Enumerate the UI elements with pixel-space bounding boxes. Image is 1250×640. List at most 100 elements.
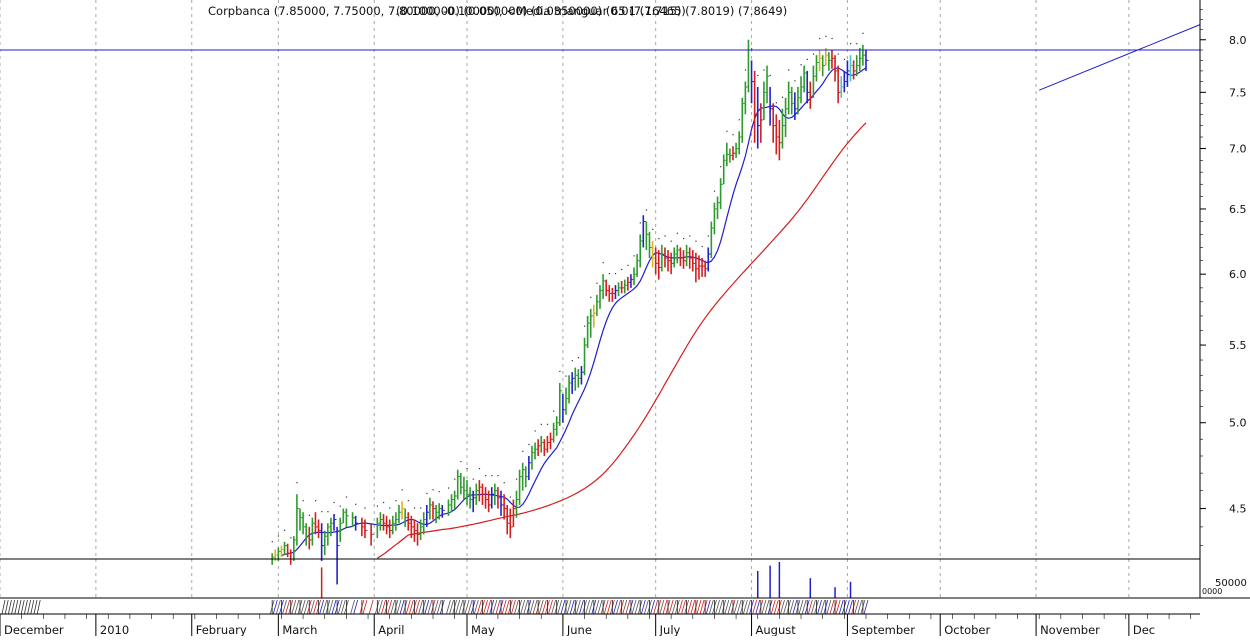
volume-hatch: [848, 599, 853, 615]
stop-dot: [546, 423, 549, 425]
price-tick-label: 5.5: [1229, 339, 1247, 352]
month-label: 2010: [100, 623, 129, 636]
parabolic-dots: [271, 32, 864, 543]
volume-hatch: [699, 599, 705, 615]
stop-dot: [843, 58, 846, 60]
volume-hatch: [408, 599, 414, 615]
volume-hatch: [405, 599, 411, 615]
stop-dot: [775, 102, 777, 104]
price-tick-label: 4.5: [1229, 503, 1247, 516]
volume-hatch: [17, 599, 22, 615]
volume-hatch: [835, 599, 841, 615]
volume-tick-label: 0000: [1202, 587, 1222, 596]
volume-hatch: [446, 599, 451, 615]
volume-hatch: [427, 599, 433, 615]
volume-hatch: [275, 599, 281, 615]
volume-hatch: [455, 599, 461, 615]
stop-dot: [401, 489, 403, 491]
volume-hatch: [650, 599, 655, 615]
volume-hatch: [634, 599, 640, 615]
stop-dot: [683, 237, 685, 240]
month-label: May: [471, 623, 495, 636]
stop-dot: [540, 423, 542, 425]
volume-hatch: [300, 599, 306, 615]
stop-dot: [831, 37, 833, 40]
stop-dot: [602, 262, 604, 264]
volume-hatch: [449, 599, 454, 615]
stop-dot: [376, 505, 379, 507]
volume-hatch: [742, 599, 748, 615]
stop-dot: [862, 32, 864, 34]
stop-dot: [577, 356, 580, 359]
volume-hatch: [541, 599, 547, 615]
volume-hatch: [631, 599, 637, 615]
stop-dot: [819, 37, 821, 40]
volume-hatch: [27, 599, 31, 615]
stop-dot: [333, 501, 335, 504]
volume-hatch: [33, 599, 38, 615]
stop-dot: [420, 507, 422, 509]
price-tick-label: 5.0: [1229, 417, 1247, 430]
stop-dot: [559, 370, 561, 373]
volume-hatch: [659, 599, 665, 615]
stop-dot: [407, 500, 409, 502]
volume-hatch: [705, 599, 711, 615]
stop-dot: [701, 245, 703, 248]
support-trendline: [1038, 24, 1201, 91]
volume-hatch: [662, 599, 668, 615]
volume-hatch: [436, 599, 442, 615]
volume-hatch: [350, 599, 355, 615]
ma-short-path: [281, 67, 867, 557]
volume-hatched-bars: [0, 599, 1200, 615]
stop-dot: [713, 190, 716, 192]
month-label: November: [1040, 623, 1100, 636]
volume-hatch: [575, 599, 581, 615]
volume-hatch: [511, 599, 516, 615]
volume-hatch: [467, 599, 473, 615]
volume-hatch: [569, 599, 575, 615]
volume-hatch: [789, 599, 795, 615]
volume-hatch: [504, 599, 510, 615]
stop-dot: [621, 268, 623, 271]
stop-dot: [707, 235, 709, 237]
month-label: August: [756, 623, 797, 636]
volume-hatch: [322, 599, 328, 615]
volume-hatch: [690, 599, 696, 615]
volume-hatch: [746, 599, 751, 615]
volume-hatch: [303, 599, 309, 615]
stop-dot: [460, 461, 462, 463]
volume-hatch: [514, 599, 519, 615]
stop-dot: [757, 74, 759, 76]
stop-dot: [850, 43, 852, 45]
volume-hatch: [20, 599, 25, 615]
stop-dot: [645, 209, 648, 211]
stop-dot: [695, 240, 697, 242]
stop-dot: [277, 535, 280, 537]
stop-dot: [806, 58, 808, 60]
volume-hatch: [529, 599, 535, 615]
month-label: Dec: [1133, 623, 1155, 636]
volume-hatch: [331, 599, 337, 615]
volume-hatch: [579, 599, 584, 615]
volume-hatch: [792, 599, 798, 615]
volume-hatch: [424, 599, 430, 615]
volume-hatch: [755, 599, 761, 615]
chart-title-overlap: (0.100000) (0.050000) (0.0350000) (0.01 …: [396, 4, 787, 18]
volume-hatch: [520, 599, 526, 615]
volume-hatch: [4, 599, 9, 615]
chart-title: Corpbanca (7.85000, 7.75000, 7.80000, -0…: [208, 4, 686, 18]
stop-dot: [302, 500, 304, 502]
volume-hatch: [640, 599, 646, 615]
volume-hatch: [811, 599, 816, 615]
volume-hatch: [548, 599, 553, 615]
volume-hatch: [863, 599, 869, 615]
volume-hatch: [560, 599, 566, 615]
stop-dot: [395, 500, 397, 502]
volume-hatch: [566, 599, 572, 615]
month-label: September: [851, 623, 915, 636]
stop-dot: [345, 496, 348, 498]
stop-dot: [509, 496, 512, 498]
volume-hatch: [724, 599, 730, 615]
volume-hatch: [368, 599, 374, 615]
